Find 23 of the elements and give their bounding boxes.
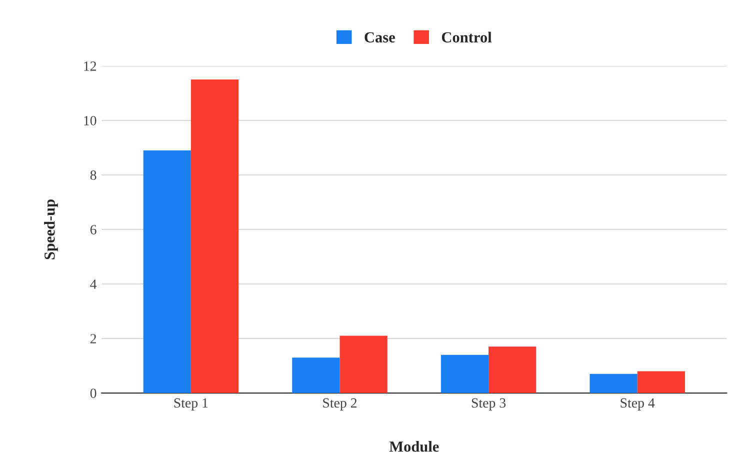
y-tick-label: 2	[90, 334, 96, 344]
x-tick-label: Step 4	[620, 398, 655, 410]
y-tick-label: 6	[90, 225, 96, 234]
x-axis-title: Module	[389, 441, 439, 452]
y-tick-label: 12	[84, 62, 96, 71]
bar	[488, 346, 536, 394]
x-tick-label: Step 1	[174, 398, 208, 410]
bar	[292, 358, 340, 394]
bar	[190, 80, 239, 394]
bar	[590, 374, 638, 394]
y-tick-label: 8	[90, 170, 96, 180]
y-tick-label: 4	[90, 280, 97, 289]
legend-label: Control	[442, 32, 492, 42]
y-axis-title: Speed-up	[44, 200, 58, 260]
bar	[637, 371, 685, 394]
bar	[340, 336, 388, 394]
y-tick-label: 10	[84, 116, 96, 126]
legend-label: Case	[364, 32, 395, 42]
x-tick-label: Step 3	[472, 398, 506, 410]
bar	[143, 150, 191, 394]
x-tick-label: Step 2	[323, 398, 357, 410]
y-tick-label: 0	[90, 388, 96, 398]
bar	[440, 354, 489, 394]
